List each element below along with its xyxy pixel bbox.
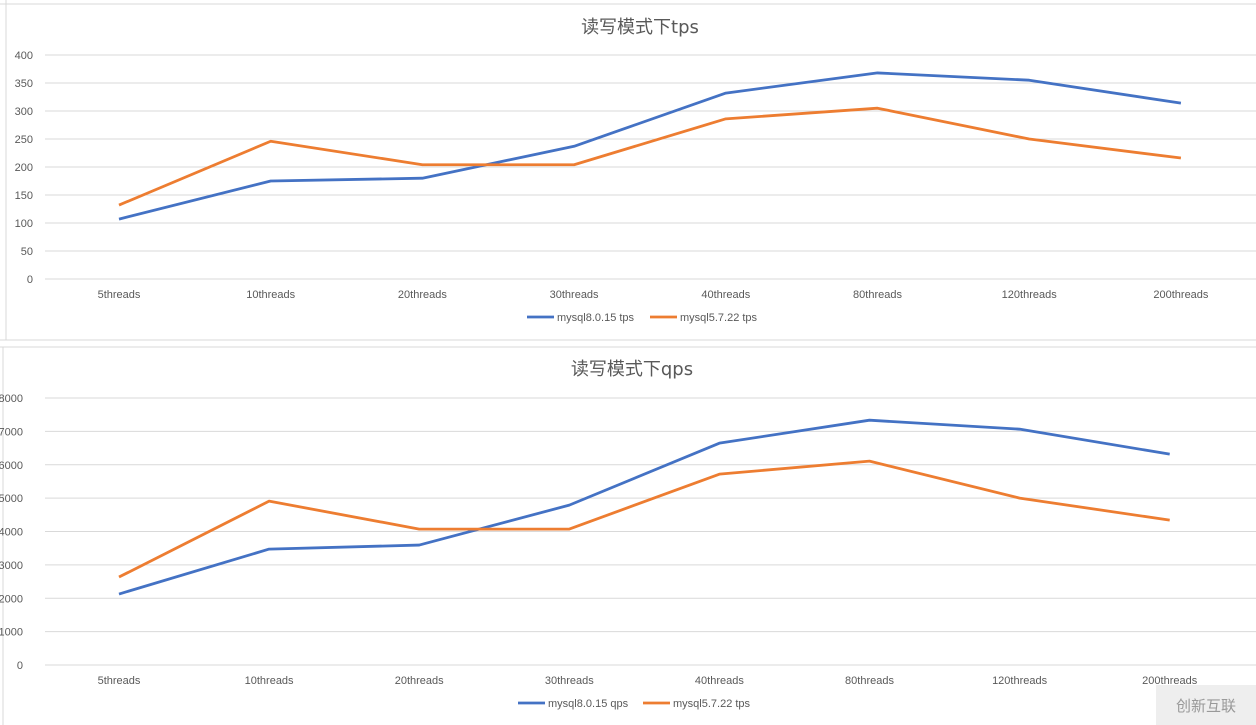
x-tick-label: 120threads: [1002, 289, 1058, 301]
y-tick-label: 4000: [0, 527, 23, 539]
x-tick-label: 10threads: [245, 675, 294, 687]
x-tick-label: 40threads: [701, 289, 750, 301]
x-tick-label: 40threads: [695, 675, 744, 687]
y-tick-label: 100: [15, 218, 33, 230]
y-tick-label: 8000: [0, 393, 23, 405]
x-tick-label: 5threads: [98, 675, 141, 687]
legend-label: mysql5.7.22 tps: [680, 312, 758, 324]
legend-label: mysql5.7.22 tps: [673, 698, 751, 710]
x-tick-label: 30threads: [545, 675, 594, 687]
y-tick-label: 7000: [0, 426, 23, 438]
y-tick-label: 6000: [0, 460, 23, 472]
y-tick-label: 200: [15, 162, 33, 174]
y-tick-label: 150: [15, 190, 33, 202]
x-tick-label: 200threads: [1153, 289, 1209, 301]
x-tick-label: 10threads: [246, 289, 295, 301]
series-line-1: [118, 459, 1170, 579]
y-tick-label: 1000: [0, 627, 23, 639]
y-tick-label: 0: [17, 660, 23, 672]
x-tick-label: 5threads: [98, 289, 141, 301]
y-tick-label: 3000: [0, 560, 23, 572]
x-tick-label: 20threads: [395, 675, 444, 687]
y-tick-label: 250: [15, 134, 33, 146]
y-tick-label: 300: [15, 106, 33, 118]
x-tick-label: 30threads: [550, 289, 599, 301]
legend-label: mysql8.0.15 tps: [557, 312, 635, 324]
watermark-logo: 创新互联: [1156, 685, 1256, 725]
y-tick-label: 400: [15, 50, 33, 62]
x-tick-label: 80threads: [853, 289, 902, 301]
series-line-0: [118, 71, 1182, 221]
series-line-1: [118, 106, 1182, 207]
y-tick-label: 50: [21, 246, 33, 258]
y-tick-label: 0: [27, 274, 33, 286]
y-tick-label: 2000: [0, 593, 23, 605]
series-line-0: [118, 418, 1170, 596]
chart-title: 读写模式下qps: [571, 359, 693, 380]
x-tick-label: 200threads: [1142, 675, 1198, 687]
x-tick-label: 20threads: [398, 289, 447, 301]
y-tick-label: 5000: [0, 493, 23, 505]
chart-title: 读写模式下tps: [581, 17, 699, 38]
y-tick-label: 350: [15, 78, 33, 90]
x-tick-label: 120threads: [992, 675, 1048, 687]
x-tick-label: 80threads: [845, 675, 894, 687]
legend-label: mysql8.0.15 qps: [548, 698, 629, 710]
